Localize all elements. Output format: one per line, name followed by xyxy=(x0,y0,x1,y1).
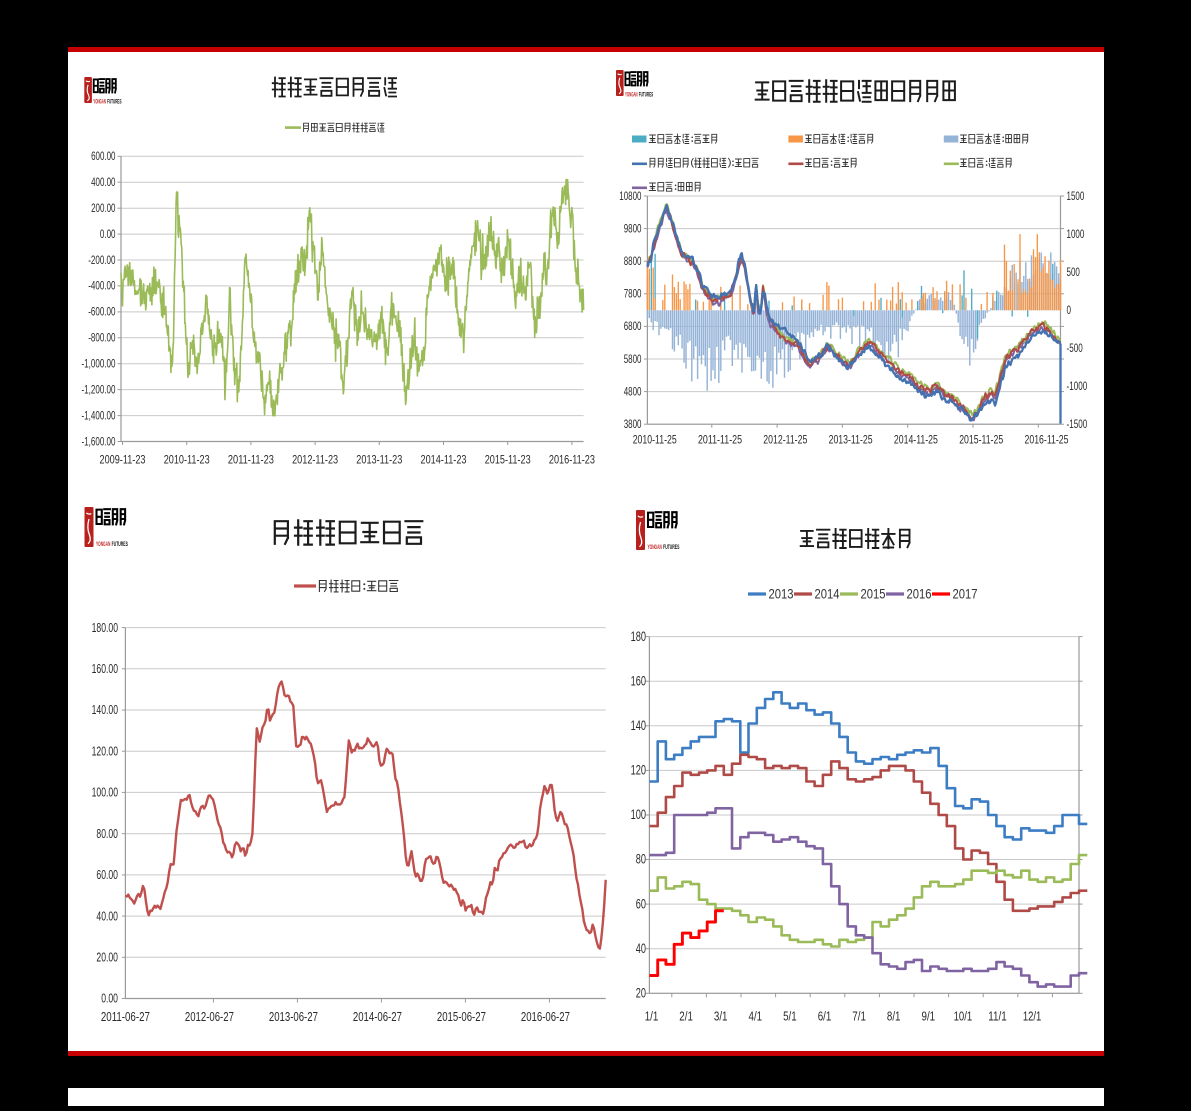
svg-text:2012-06-27: 2012-06-27 xyxy=(185,1009,234,1024)
svg-text:2017: 2017 xyxy=(953,587,978,602)
svg-text:8800: 8800 xyxy=(624,254,642,268)
svg-text:2011-11-23: 2011-11-23 xyxy=(228,453,274,467)
svg-text:400.00: 400.00 xyxy=(91,175,116,189)
svg-text:2/1: 2/1 xyxy=(679,1009,693,1024)
svg-text:8/1: 8/1 xyxy=(887,1009,901,1024)
svg-text:9/1: 9/1 xyxy=(922,1009,936,1024)
svg-text:FUTURES: FUTURES xyxy=(639,92,653,98)
svg-text:-600.00: -600.00 xyxy=(88,305,116,319)
svg-text:2016-11-23: 2016-11-23 xyxy=(549,453,595,467)
svg-text:2009-11-23: 2009-11-23 xyxy=(100,453,146,467)
svg-text:-1,400.00: -1,400.00 xyxy=(82,408,116,422)
svg-text:0: 0 xyxy=(1067,303,1072,317)
svg-text:200.00: 200.00 xyxy=(91,201,116,215)
svg-text:11/1: 11/1 xyxy=(988,1009,1007,1024)
svg-text:180: 180 xyxy=(631,629,646,644)
svg-text:YONGAN: YONGAN xyxy=(93,99,106,105)
svg-text:20.00: 20.00 xyxy=(96,950,118,965)
svg-text:140.00: 140.00 xyxy=(92,702,118,717)
svg-text:120.00: 120.00 xyxy=(92,743,118,758)
svg-text:YONGAN: YONGAN xyxy=(625,92,638,98)
svg-text:4/1: 4/1 xyxy=(749,1009,763,1024)
svg-text:500: 500 xyxy=(1067,265,1081,279)
svg-text:2013: 2013 xyxy=(769,587,794,602)
svg-text:3800: 3800 xyxy=(624,417,642,431)
svg-text:2012-11-25: 2012-11-25 xyxy=(763,433,807,447)
svg-text:160: 160 xyxy=(631,673,646,688)
svg-text:-800.00: -800.00 xyxy=(88,331,116,345)
svg-text:0.00: 0.00 xyxy=(100,227,116,241)
svg-text:FUTURES: FUTURES xyxy=(112,541,129,548)
svg-text:FUTURES: FUTURES xyxy=(663,544,680,551)
svg-text:-1000: -1000 xyxy=(1067,379,1088,393)
svg-text:40.00: 40.00 xyxy=(96,908,118,923)
svg-text:YONGAN: YONGAN xyxy=(96,541,110,548)
svg-text:100.00: 100.00 xyxy=(92,785,118,800)
svg-text:9800: 9800 xyxy=(624,221,642,235)
svg-text:2016: 2016 xyxy=(907,587,932,602)
svg-text:80.00: 80.00 xyxy=(96,826,118,841)
svg-text:2015-11-23: 2015-11-23 xyxy=(485,453,531,467)
svg-text:2015: 2015 xyxy=(861,587,886,602)
svg-text:-1500: -1500 xyxy=(1067,417,1088,431)
svg-text:1500: 1500 xyxy=(1067,189,1085,203)
svg-text:60: 60 xyxy=(636,896,646,911)
svg-text:5/1: 5/1 xyxy=(783,1009,797,1024)
svg-text:60.00: 60.00 xyxy=(96,867,118,882)
svg-text:2015-11-25: 2015-11-25 xyxy=(959,433,1003,447)
svg-text:12/1: 12/1 xyxy=(1023,1009,1042,1024)
svg-text:FUTURES: FUTURES xyxy=(107,99,121,105)
svg-text:7800: 7800 xyxy=(624,287,642,301)
svg-text:2014-11-25: 2014-11-25 xyxy=(894,433,938,447)
svg-text:YONGAN: YONGAN xyxy=(648,544,662,551)
svg-text:6/1: 6/1 xyxy=(818,1009,832,1024)
svg-text:2011-06-27: 2011-06-27 xyxy=(101,1009,150,1024)
svg-text:2013-11-25: 2013-11-25 xyxy=(829,433,873,447)
svg-text:10800: 10800 xyxy=(619,189,641,203)
svg-text:160.00: 160.00 xyxy=(92,661,118,676)
svg-text:2013-06-27: 2013-06-27 xyxy=(269,1009,318,1024)
svg-text:-1,200.00: -1,200.00 xyxy=(82,382,116,396)
svg-text:140: 140 xyxy=(631,718,646,733)
svg-text:10/1: 10/1 xyxy=(954,1009,973,1024)
svg-text:2016-06-27: 2016-06-27 xyxy=(521,1009,570,1024)
svg-text:100: 100 xyxy=(631,807,646,822)
svg-text:40: 40 xyxy=(636,941,646,956)
svg-text:2014: 2014 xyxy=(815,587,840,602)
svg-text:2013-11-23: 2013-11-23 xyxy=(356,453,402,467)
svg-text:-500: -500 xyxy=(1067,341,1083,355)
svg-text:2010-11-23: 2010-11-23 xyxy=(164,453,210,467)
svg-text:2012-11-23: 2012-11-23 xyxy=(292,453,338,467)
svg-text:3/1: 3/1 xyxy=(714,1009,728,1024)
svg-text:2010-11-25: 2010-11-25 xyxy=(633,433,677,447)
svg-text:0.00: 0.00 xyxy=(101,991,118,1006)
svg-text:120: 120 xyxy=(631,763,646,778)
svg-text:4800: 4800 xyxy=(624,384,642,398)
svg-text:5800: 5800 xyxy=(624,352,642,366)
svg-text:7/1: 7/1 xyxy=(852,1009,866,1024)
svg-text:2014-11-23: 2014-11-23 xyxy=(421,453,467,467)
svg-text:2011-11-25: 2011-11-25 xyxy=(698,433,742,447)
svg-text:2015-06-27: 2015-06-27 xyxy=(437,1009,486,1024)
svg-text:-1,000.00: -1,000.00 xyxy=(82,357,116,371)
svg-text:80: 80 xyxy=(636,852,646,867)
svg-text:180.00: 180.00 xyxy=(92,620,118,635)
svg-text:600.00: 600.00 xyxy=(91,149,116,163)
svg-text:2016-11-25: 2016-11-25 xyxy=(1025,433,1069,447)
svg-text:1000: 1000 xyxy=(1067,227,1085,241)
svg-text:-200.00: -200.00 xyxy=(88,253,116,267)
svg-text:-400.00: -400.00 xyxy=(88,279,116,293)
svg-text:2014-06-27: 2014-06-27 xyxy=(353,1009,402,1024)
svg-text:-1,600.00: -1,600.00 xyxy=(82,434,116,448)
svg-text:1/1: 1/1 xyxy=(645,1009,659,1024)
svg-text:20: 20 xyxy=(636,986,646,1001)
svg-text:6800: 6800 xyxy=(624,319,642,333)
